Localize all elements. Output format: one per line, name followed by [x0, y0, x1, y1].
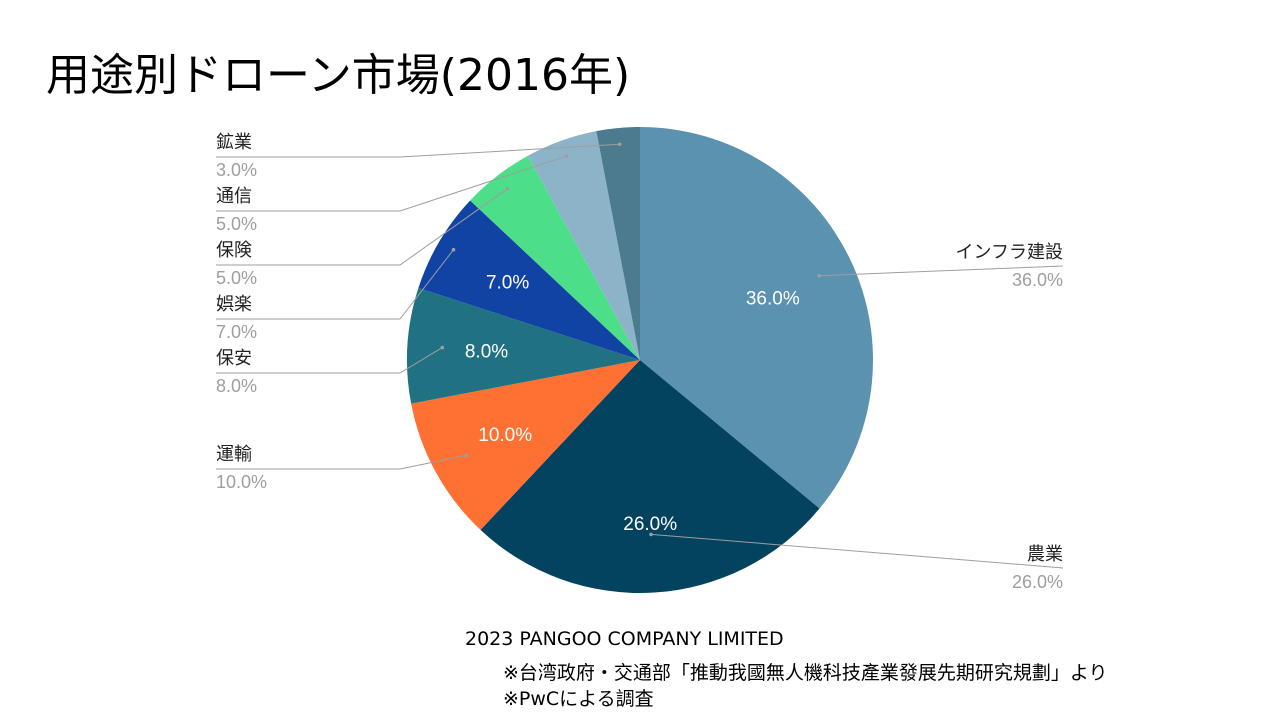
leader-line: [216, 454, 467, 470]
callout-category-label: インフラ建設: [956, 242, 1063, 263]
leader-dot: [564, 154, 569, 158]
callout-category-label: 通信: [216, 186, 252, 207]
leader-dot: [617, 142, 622, 147]
slice-value-label: 8.0%: [465, 341, 508, 362]
callout-value-label: 8.0%: [216, 376, 257, 396]
leader-line: [216, 143, 620, 158]
callout-value-label: 5.0%: [216, 268, 257, 288]
callout-category-label: 鉱業: [216, 132, 252, 153]
leader-dot: [440, 345, 445, 350]
callout-value-label: 3.0%: [216, 160, 257, 180]
pie-slice-2: [411, 360, 640, 530]
slice-value-label: 10.0%: [478, 425, 532, 446]
callout-category-label: 運輸: [216, 444, 252, 465]
callout-category-label: 保険: [216, 240, 252, 261]
leader-dot: [649, 532, 653, 537]
leader-line: [650, 533, 1064, 569]
leader-line: [819, 265, 1064, 277]
callout-value-label: 10.0%: [216, 472, 267, 492]
callout-value-label: 5.0%: [216, 214, 257, 234]
callout-value-label: 36.0%: [1012, 270, 1063, 290]
slice-value-label: 26.0%: [623, 514, 677, 535]
pie-slice-5: [470, 155, 640, 360]
pie-slice-4: [418, 200, 640, 360]
slice-value-label: 36.0%: [746, 289, 800, 310]
leader-line: [216, 347, 443, 374]
leader-line: [216, 249, 454, 320]
leader-line: [216, 188, 508, 266]
leader-dot: [451, 247, 456, 252]
pie-slice-1: [480, 360, 820, 594]
leader-dot: [505, 187, 510, 191]
pie-slice-0: [640, 127, 874, 509]
page-title: 用途別ドローン市場(2016年): [46, 50, 631, 101]
footer-source-1: ※台湾政府・交通部「推動我國無人機科技產業發展先期研究規劃」より: [503, 662, 1108, 684]
callout-value-label: 26.0%: [1012, 572, 1063, 592]
callout-category-label: 娯楽: [216, 294, 252, 315]
callout-category-label: 農業: [1027, 544, 1063, 565]
footer-source-2: ※PwCによる調査: [503, 688, 654, 710]
pie-slice-3: [407, 288, 640, 404]
slice-value-label: 7.0%: [486, 273, 529, 294]
pie-slice-7: [596, 127, 640, 360]
callout-value-label: 7.0%: [216, 322, 257, 342]
callout-category-label: 保安: [216, 348, 252, 369]
leader-dot: [817, 273, 821, 278]
pie-slice-6: [527, 131, 640, 360]
leader-line: [216, 155, 567, 212]
footer-copyright: 2023 PANGOO COMPANY LIMITED: [465, 628, 784, 650]
leader-dot: [464, 453, 469, 458]
